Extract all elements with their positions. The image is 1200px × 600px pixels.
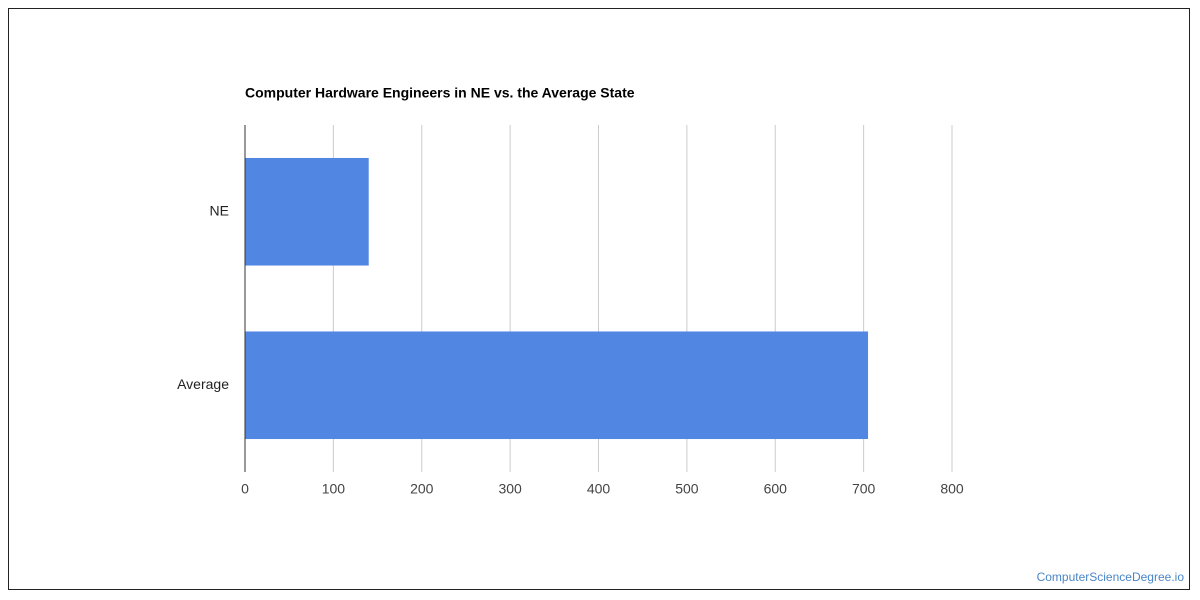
x-tick-label: 200 — [410, 481, 434, 497]
x-tick-label: 100 — [322, 481, 346, 497]
x-tick-label: 600 — [764, 481, 788, 497]
x-tick-label: 0 — [241, 481, 249, 497]
x-tick-label: 500 — [675, 481, 699, 497]
x-tick-label: 700 — [852, 481, 876, 497]
bar — [245, 157, 369, 266]
y-tick-label: NE — [210, 202, 229, 218]
watermark[interactable]: ComputerScienceDegree.io — [1037, 570, 1185, 584]
bar — [245, 331, 869, 440]
y-tick-label: Average — [177, 376, 229, 392]
chart-title: Computer Hardware Engineers in NE vs. th… — [245, 85, 635, 101]
x-tick-label: 800 — [940, 481, 964, 497]
x-tick-label: 400 — [587, 481, 611, 497]
x-tick-label: 300 — [498, 481, 522, 497]
